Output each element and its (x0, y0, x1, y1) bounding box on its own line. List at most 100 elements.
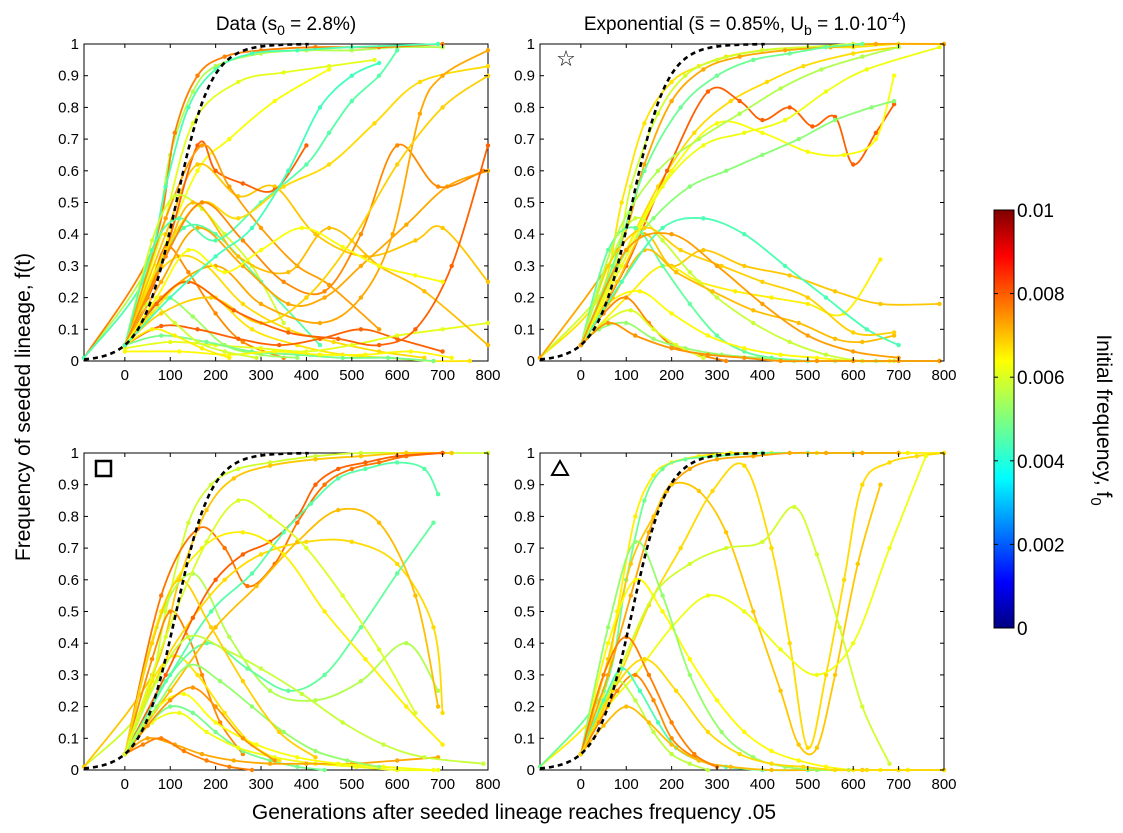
trajectory-point (395, 143, 400, 148)
trajectory-point (240, 552, 246, 557)
trajectory-point (222, 270, 227, 275)
trajectory-point (245, 583, 250, 589)
y-tick-label: 0.9 (58, 477, 79, 494)
trajectory-point (177, 216, 182, 221)
trajectory-point (891, 73, 897, 78)
y-tick-label: 0.2 (58, 290, 79, 307)
trajectory-point (404, 450, 409, 456)
trajectory-point (701, 247, 706, 253)
trajectory-point (240, 530, 246, 535)
trajectory-point (313, 457, 318, 462)
trajectory-point (313, 748, 318, 754)
trajectory-point (340, 593, 345, 598)
trajectory-point (481, 168, 486, 173)
trajectory-point (710, 289, 715, 294)
trajectory-point (281, 184, 286, 189)
trajectory-point (651, 336, 656, 341)
trajectory-point (227, 634, 232, 640)
trajectory-point (660, 225, 665, 231)
trajectory-point (760, 152, 765, 158)
trajectory-point (723, 168, 729, 173)
y-tick-label: 0.8 (58, 99, 79, 116)
x-tick-label: 300 (249, 776, 274, 793)
trajectory-point (742, 130, 747, 135)
trajectory-point (651, 216, 656, 221)
trajectory-point (376, 647, 382, 652)
trajectory-point (778, 352, 783, 357)
trajectory-point (624, 247, 629, 253)
trajectory-point (701, 67, 706, 72)
trajectory-point (222, 54, 227, 59)
trajectory-point (878, 482, 883, 487)
trajectory-point (222, 577, 227, 582)
trajectory-point (787, 339, 792, 345)
trajectory-point (317, 352, 323, 357)
trajectory-point (254, 742, 259, 747)
trajectory-point (683, 73, 688, 78)
trajectory-point (823, 89, 829, 94)
trajectory-point (159, 736, 164, 741)
trajectory-point (805, 295, 810, 300)
x-tick-label: 400 (750, 367, 775, 384)
x-axis-title: Generations after seeded lineage reaches… (252, 801, 776, 824)
trajectory-point (878, 257, 883, 262)
trajectory-point (646, 672, 652, 678)
trajectory-point (878, 301, 883, 307)
x-tick-label: 0 (121, 776, 129, 793)
trajectory-point (204, 539, 209, 544)
trajectory-point (376, 460, 382, 465)
trajectory-point (782, 48, 788, 53)
trajectory-point (619, 200, 624, 205)
trajectory-point (177, 577, 182, 582)
trajectory-point (742, 263, 747, 269)
trajectory-point (860, 41, 865, 47)
trajectory-point (281, 320, 286, 326)
colorbar (993, 209, 1015, 629)
trajectory-point (218, 720, 223, 725)
trajectory-point (733, 289, 738, 294)
trajectory-point (149, 656, 155, 662)
trajectory-point (267, 758, 273, 763)
colorbar-tick-label: 0.004 (1017, 452, 1065, 473)
trajectory-point (322, 482, 327, 487)
trajectory-point (778, 688, 783, 693)
trajectory-point (208, 625, 214, 630)
trajectory-point (254, 583, 259, 589)
trajectory-point (651, 514, 656, 519)
trajectory-point (655, 111, 661, 116)
trajectory-point (769, 767, 774, 773)
trajectory-point (787, 105, 792, 110)
trajectory-point (660, 609, 665, 614)
lineage-trajectory (124, 74, 489, 346)
trajectory-point (769, 295, 774, 300)
y-tick-label: 0.3 (58, 258, 79, 275)
trajectory-point (195, 327, 200, 332)
trajectory-point (678, 247, 683, 253)
trajectory-point (687, 656, 692, 662)
trajectory-point (168, 698, 173, 703)
trajectory-point (272, 349, 277, 354)
trajectory-point (435, 184, 441, 189)
reference-layer (539, 42, 765, 361)
trajectory-point (435, 767, 441, 773)
trajectory-point (227, 355, 232, 360)
trajectory-point (860, 482, 865, 487)
trajectory-point (669, 482, 674, 487)
trajectory-point (669, 720, 674, 725)
trajectory-point (449, 450, 454, 456)
trajectory-point (837, 625, 842, 630)
x-tick-label: 700 (430, 776, 455, 793)
x-tick-label: 200 (203, 776, 228, 793)
trajectory-point (195, 168, 200, 173)
axis-layer: 0 100 200 300 400 500 600 700 800 0 0.1 0.2 0.3 0.4 0.… (58, 445, 500, 793)
trajectory-point (154, 301, 159, 307)
trajectory-point (172, 320, 177, 326)
lineage-trajectory (580, 309, 704, 359)
trajectory-point (435, 688, 441, 693)
trajectory-point (719, 263, 724, 269)
y-axis-title: Frequency of seeded lineage, f(t) (12, 253, 35, 561)
trajectory-point (231, 758, 236, 763)
trajectory-point (832, 336, 838, 341)
trajectory-point (633, 672, 638, 678)
